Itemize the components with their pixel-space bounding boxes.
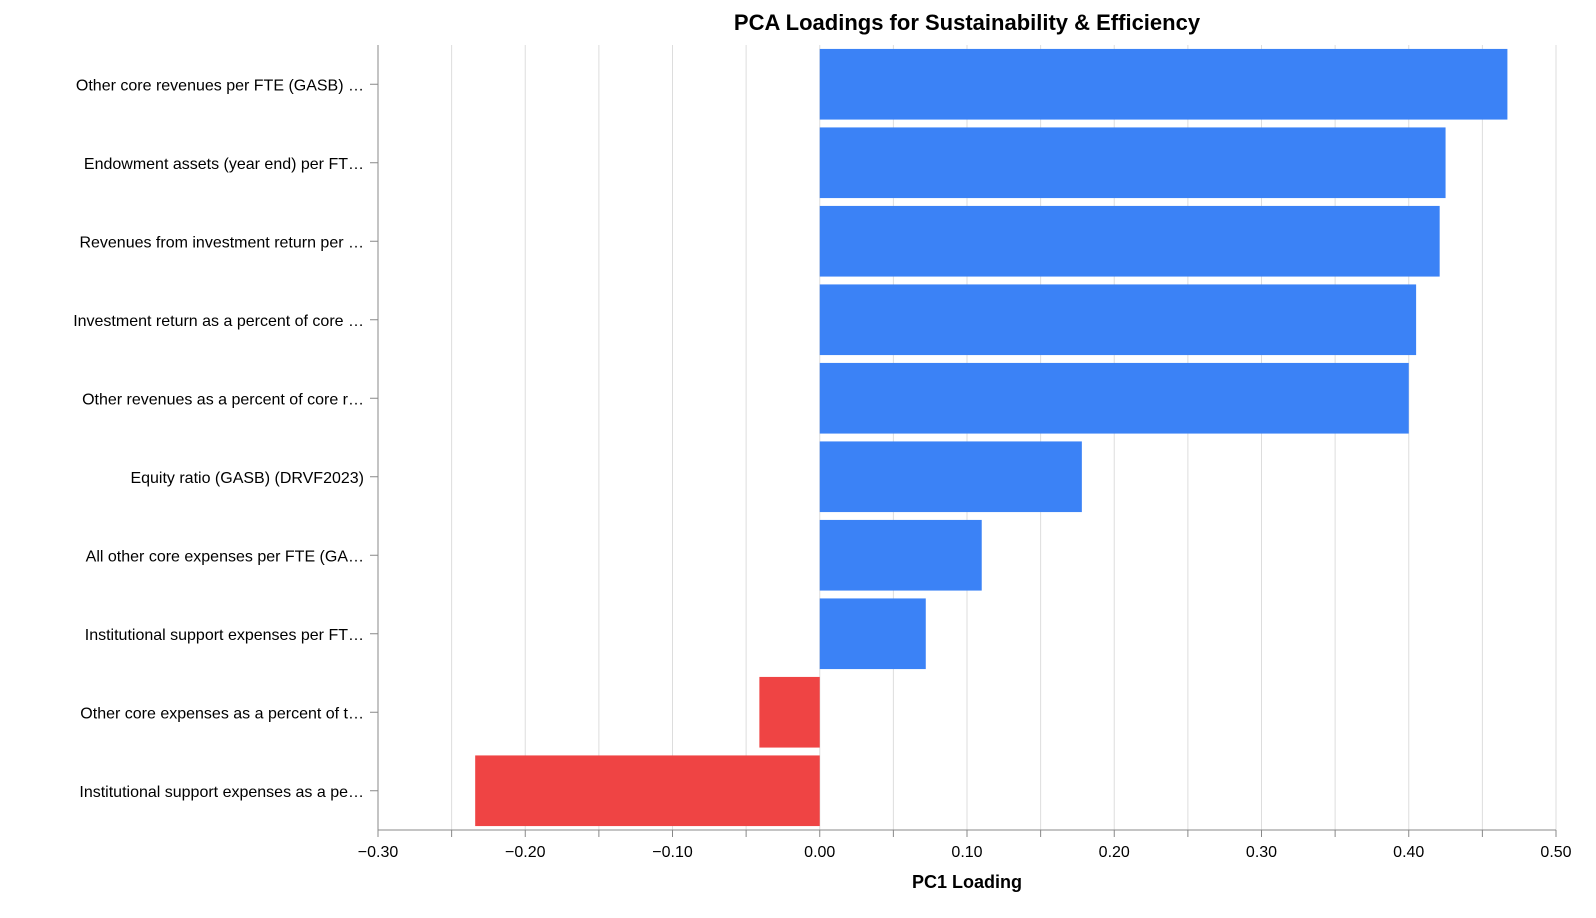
bar bbox=[759, 676, 820, 748]
bar bbox=[819, 362, 1409, 434]
bar bbox=[819, 519, 982, 591]
x-axis-title: PC1 Loading bbox=[912, 872, 1022, 892]
category-label: Institutional support expenses as a pe… bbox=[79, 784, 364, 801]
category-label: Other core expenses as a percent of t… bbox=[80, 705, 364, 722]
x-tick-label: −0.20 bbox=[505, 844, 546, 861]
bars bbox=[475, 48, 1508, 827]
x-tick-label: −0.30 bbox=[358, 844, 399, 861]
x-tick-label: 0.50 bbox=[1540, 844, 1571, 861]
category-label: All other core expenses per FTE (GA… bbox=[86, 548, 364, 565]
x-tick-label: 0.30 bbox=[1246, 844, 1277, 861]
bar bbox=[819, 598, 926, 670]
x-tick-label: 0.00 bbox=[804, 844, 835, 861]
axes: −0.30 −0.20 −0.10 0.00 0.10 0.20 0.30 0.40 0.50 bbox=[358, 45, 1572, 861]
bar bbox=[819, 441, 1082, 513]
bar bbox=[819, 205, 1440, 277]
category-label: Investment return as a percent of core … bbox=[73, 313, 364, 330]
category-label: Equity ratio (GASB) (DRVF2023) bbox=[130, 470, 364, 487]
category-labels: Other core revenues per FTE (GASB) … Endo… bbox=[73, 77, 364, 801]
x-tick-label: 0.20 bbox=[1099, 844, 1130, 861]
category-label: Revenues from investment return per … bbox=[79, 234, 364, 251]
bar bbox=[475, 755, 820, 827]
category-label: Other revenues as a percent of core r… bbox=[82, 391, 364, 408]
category-label: Institutional support expenses per FT… bbox=[85, 627, 364, 644]
category-label: Endowment assets (year end) per FT… bbox=[84, 156, 364, 173]
x-tick-label: 0.10 bbox=[951, 844, 982, 861]
x-tick-label: −0.10 bbox=[652, 844, 693, 861]
bar bbox=[819, 127, 1446, 199]
x-tick-label: 0.40 bbox=[1393, 844, 1424, 861]
chart-title: PCA Loadings for Sustainability & Effici… bbox=[734, 10, 1201, 35]
bar bbox=[819, 48, 1508, 120]
bar bbox=[819, 284, 1417, 356]
category-label: Other core revenues per FTE (GASB) … bbox=[76, 77, 364, 94]
